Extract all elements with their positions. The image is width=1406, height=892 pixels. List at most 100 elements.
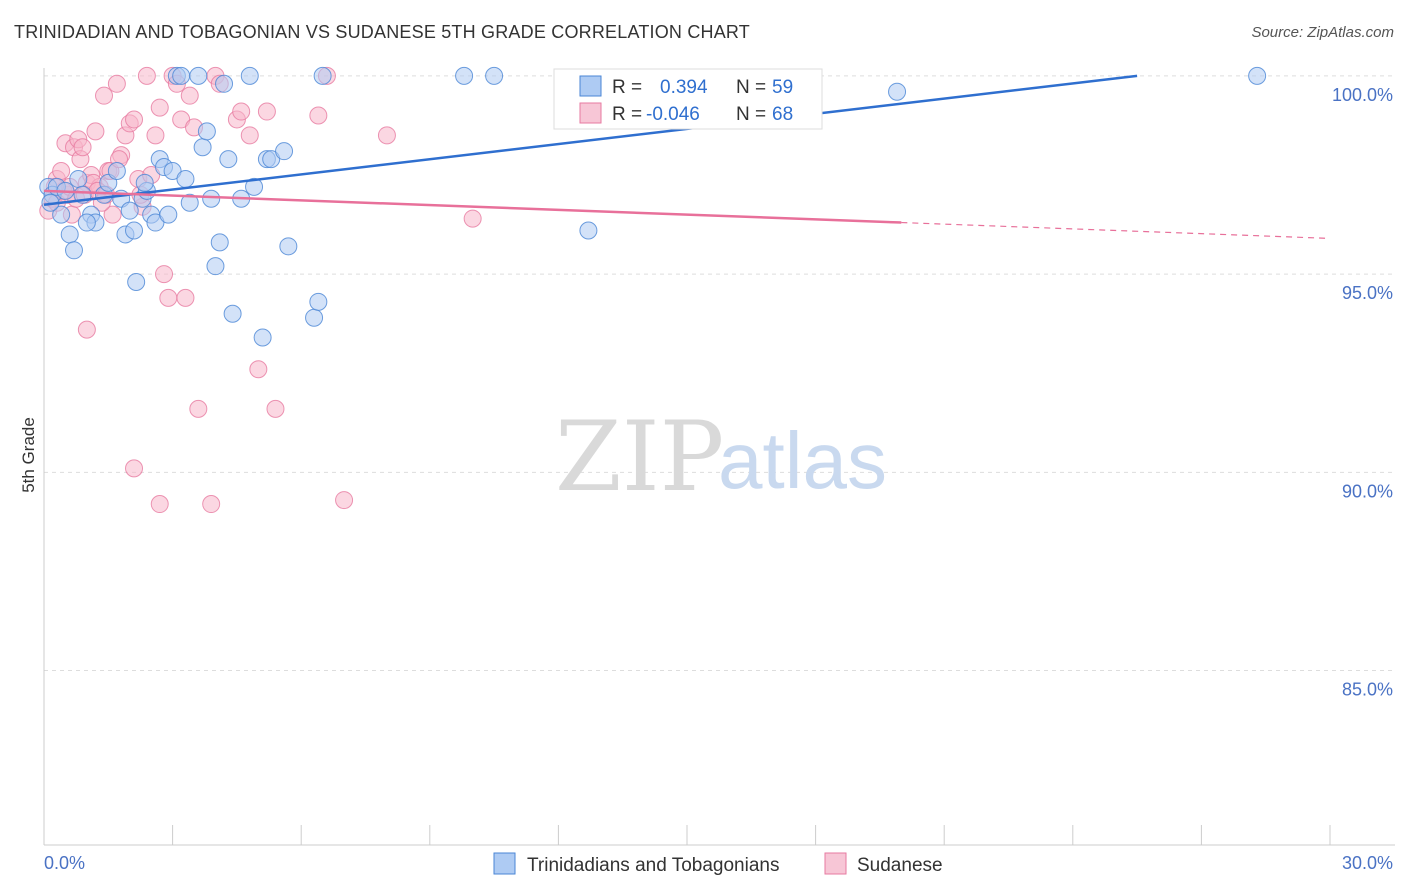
legend-n-label-1: N = xyxy=(736,77,766,98)
trinidadian-point xyxy=(313,66,332,85)
y-tick-label: 100.0% xyxy=(1332,85,1393,105)
trinidadian-point xyxy=(180,193,199,212)
legend-r-value-2: -0.046 xyxy=(646,104,700,125)
stats-legend: R = 0.394 N = 59 R = -0.046 N = 68 xyxy=(553,68,823,130)
trinidadian-point xyxy=(69,169,88,188)
sudanese-point xyxy=(463,209,482,228)
legend-swatch-pink xyxy=(579,102,602,124)
sudanese-point xyxy=(146,126,165,145)
series-legend-label-1: Trinidadians and Tobagonians xyxy=(527,855,779,876)
series-legend: Trinidadians and Tobagonians Sudanese xyxy=(493,852,943,876)
series-trinidadian-points xyxy=(39,66,1267,347)
trinidadian-point xyxy=(120,201,139,220)
watermark-atlas: atlas xyxy=(718,416,887,505)
sudanese-point xyxy=(335,491,354,510)
sudanese-point xyxy=(150,495,169,514)
trinidadian-point xyxy=(202,189,221,208)
sudanese-point xyxy=(202,495,221,514)
trinidadian-point xyxy=(77,213,96,232)
trinidadian-point xyxy=(240,66,259,85)
sudanese-point xyxy=(86,122,105,141)
legend-n-value-1: 59 xyxy=(772,77,793,98)
trinidadian-point xyxy=(197,122,216,141)
grid xyxy=(44,75,1395,672)
trinidadian-point xyxy=(215,74,234,93)
sudanese-point xyxy=(103,205,122,224)
trinidadian-point xyxy=(455,66,474,85)
trinidadian-point xyxy=(146,213,165,232)
source-label: Source: ZipAtlas.com xyxy=(1251,24,1394,41)
sudanese-point xyxy=(52,162,71,181)
watermark: ZIP atlas xyxy=(555,401,887,513)
trend-line-sudanese-extension xyxy=(901,221,1331,240)
y-axis-title: 5th Grade xyxy=(19,417,38,493)
trinidadian-point xyxy=(52,205,71,224)
trinidadian-point xyxy=(219,150,238,169)
sudanese-point xyxy=(77,320,96,339)
sudanese-point xyxy=(159,288,178,307)
legend-r-label-1: R = xyxy=(612,77,642,98)
sudanese-point xyxy=(137,66,156,85)
sudanese-point xyxy=(189,399,208,418)
y-tick-labels: 100.0% 95.0% 90.0% 85.0% xyxy=(1332,85,1393,700)
sudanese-point xyxy=(266,399,285,418)
trinidadian-point xyxy=(309,292,328,311)
y-tick-label: 85.0% xyxy=(1342,680,1393,700)
sudanese-point xyxy=(125,110,144,129)
sudanese-point xyxy=(107,74,126,93)
trinidadian-point xyxy=(176,169,195,188)
sudanese-point xyxy=(150,98,169,117)
trinidadian-point xyxy=(163,162,182,181)
series-sudanese-points xyxy=(39,66,482,514)
trinidadian-point xyxy=(125,221,144,240)
sudanese-point xyxy=(257,102,276,121)
x-tick-label: 0.0% xyxy=(44,853,85,873)
x-tick-label: 30.0% xyxy=(1342,853,1393,873)
chart-title: TRINIDADIAN AND TOBAGONIAN VS SUDANESE 5… xyxy=(14,22,750,42)
trinidadian-point xyxy=(206,257,225,276)
series-legend-swatch-blue xyxy=(493,852,516,875)
x-tick-labels: 0.0% 30.0% xyxy=(44,853,1393,873)
trinidadian-point xyxy=(60,225,79,244)
trinidadian-point xyxy=(159,205,178,224)
trinidadian-point xyxy=(107,162,126,181)
series-legend-swatch-pink xyxy=(824,852,847,875)
trinidadian-point xyxy=(305,308,324,327)
sudanese-point xyxy=(95,86,114,105)
trinidadian-point xyxy=(253,328,272,347)
trinidadian-point xyxy=(245,177,264,196)
sudanese-point xyxy=(232,102,251,121)
sudanese-point xyxy=(240,126,259,145)
trinidadian-point xyxy=(275,142,294,161)
sudanese-point xyxy=(73,138,92,157)
sudanese-point xyxy=(155,265,174,284)
trinidadian-point xyxy=(172,66,191,85)
trinidadian-point xyxy=(485,66,504,85)
y-tick-label: 95.0% xyxy=(1342,283,1393,303)
legend-r-value-1: 0.394 xyxy=(660,77,708,98)
trinidadian-point xyxy=(579,221,598,240)
sudanese-point xyxy=(176,288,195,307)
sudanese-point xyxy=(309,106,328,125)
sudanese-point xyxy=(249,360,268,379)
trinidadian-point xyxy=(888,82,907,101)
trinidadian-point xyxy=(193,138,212,157)
trinidadian-point xyxy=(262,150,281,169)
legend-n-label-2: N = xyxy=(736,104,766,125)
trinidadian-point xyxy=(223,304,242,323)
legend-r-label-2: R = xyxy=(612,104,642,125)
legend-swatch-blue xyxy=(579,75,602,97)
trinidadian-point xyxy=(189,66,208,85)
trinidadian-point xyxy=(135,173,154,192)
sudanese-point xyxy=(180,86,199,105)
trinidadian-point xyxy=(65,241,84,260)
trend-line-sudanese xyxy=(43,189,902,224)
y-tick-label: 90.0% xyxy=(1342,481,1393,501)
series-legend-label-2: Sudanese xyxy=(857,855,943,876)
watermark-zip: ZIP xyxy=(555,401,724,513)
sudanese-point xyxy=(125,459,144,478)
trinidadian-point xyxy=(210,233,229,252)
trend-line-trinidadian xyxy=(43,74,1138,206)
trinidadian-point xyxy=(127,273,146,292)
